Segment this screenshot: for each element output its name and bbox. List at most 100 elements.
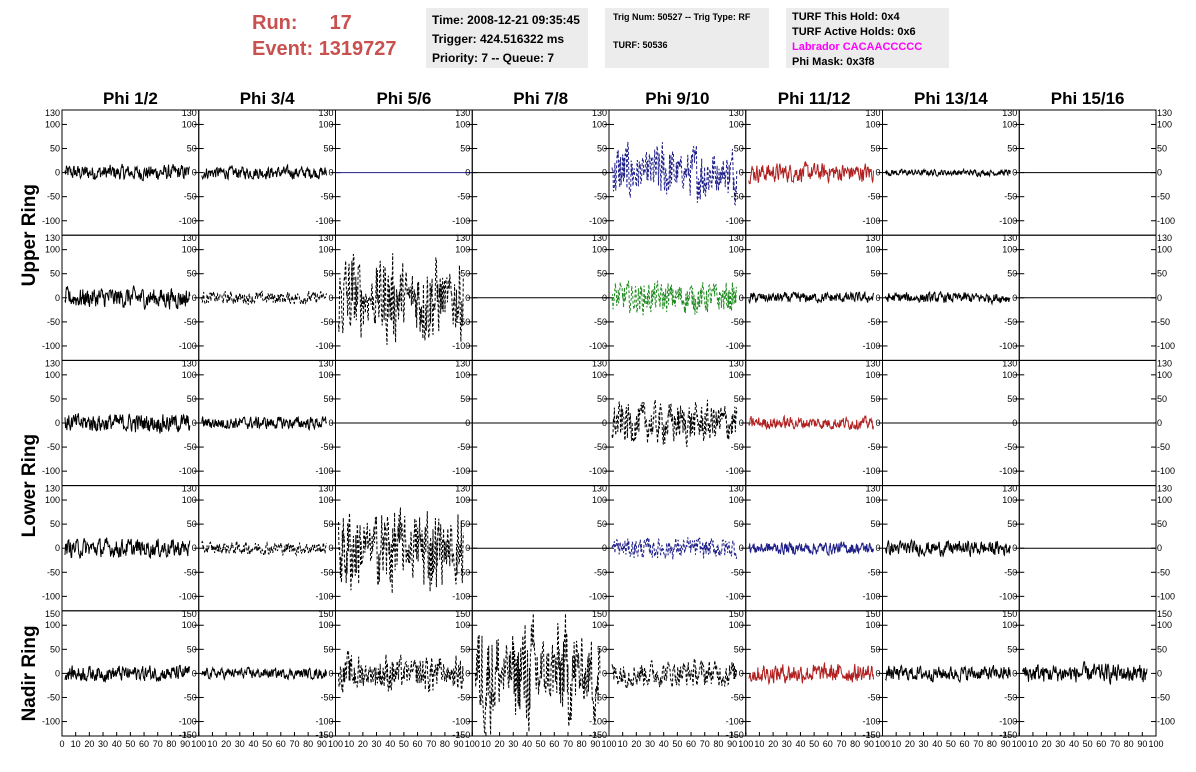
y-tick-label: 0	[739, 543, 744, 553]
ring-label: Upper Ring	[19, 184, 40, 286]
y-tick-label: 100	[318, 119, 333, 129]
y-tick-label: -100	[726, 591, 744, 601]
x-tick-label: 10	[344, 739, 354, 749]
y-tick-label: 50	[597, 644, 607, 654]
turf-info-box: TURF This Hold: 0x4 TURF Active Holds: 0…	[786, 8, 949, 68]
y-tick-label: 100	[1157, 245, 1172, 255]
y-tick-label: 0	[1012, 293, 1017, 303]
waveform-trace	[611, 280, 738, 316]
y-tick-label: 100	[592, 620, 607, 630]
y-tick-label: 0	[192, 293, 197, 303]
y-tick-label: 0	[739, 168, 744, 178]
y-tick-label: 50	[870, 644, 880, 654]
y-tick-label: 100	[455, 620, 470, 630]
trigger-text: Trigger: 424.516322 ms	[432, 32, 565, 46]
x-tick-label: 90	[180, 739, 190, 749]
priority-text: Priority: 7 -- Queue: 7	[432, 51, 555, 65]
y-top-label: 130	[45, 358, 60, 368]
y-top-label: 130	[455, 108, 470, 118]
y-tick-label: -50	[731, 442, 744, 452]
y-tick-label: 50	[597, 269, 607, 279]
x-tick-label: 50	[536, 739, 546, 749]
x-tick-label: 10	[481, 739, 491, 749]
y-tick-label: 50	[870, 519, 880, 529]
y-tick-label: -50	[184, 567, 197, 577]
y-tick-label: 50	[323, 269, 333, 279]
x-tick-label: 90	[317, 739, 327, 749]
y-tick-label: 0	[465, 668, 470, 678]
x-tick-label: 20	[1042, 739, 1052, 749]
y-tick-label: -100	[315, 591, 333, 601]
y-top-label: 130	[455, 358, 470, 368]
y-tick-label: 50	[50, 144, 60, 154]
y-tick-label: 100	[592, 119, 607, 129]
y-tick-label: 0	[192, 668, 197, 678]
y-tick-label: 0	[1012, 168, 1017, 178]
x-tick-label: 80	[1124, 739, 1134, 749]
y-tick-label: -50	[594, 692, 607, 702]
y-tick-label: 100	[182, 620, 197, 630]
y-tick-label: -50	[457, 442, 470, 452]
event-row: Event: 1319727	[252, 36, 397, 62]
y-tick-label: -100	[999, 591, 1017, 601]
y-tick-label: 50	[460, 144, 470, 154]
y-tick-label: -50	[1157, 442, 1170, 452]
y-tick-label: -100	[42, 341, 60, 351]
y-tick-label: 50	[187, 519, 197, 529]
waveform-trace	[64, 163, 190, 182]
x-tick-label: 80	[577, 739, 587, 749]
y-top-label: 130	[1002, 233, 1017, 243]
waveform-trace	[201, 415, 327, 432]
y-tick-label: 100	[1002, 245, 1017, 255]
y-tick-label: -100	[179, 466, 197, 476]
y-top-label: 130	[865, 358, 880, 368]
x-tick-label: 20	[358, 739, 368, 749]
column-header: Phi 11/12	[778, 89, 851, 108]
y-tick-label: -100	[589, 466, 607, 476]
y-tick-label: -50	[594, 442, 607, 452]
waveform-trace	[201, 666, 327, 681]
waveform-trace	[1021, 660, 1148, 685]
x-tick-label: 70	[836, 739, 846, 749]
y-tick-label: -50	[184, 192, 197, 202]
y-tick-label: 0	[875, 168, 880, 178]
y-tick-label: 50	[1007, 269, 1017, 279]
y-tick-label: -50	[1004, 317, 1017, 327]
x-tick-label: 30	[372, 739, 382, 749]
x-tick-label: 90	[1001, 739, 1011, 749]
y-tick-label: 100	[45, 119, 60, 129]
waveform-trace	[201, 540, 327, 557]
y-tick-label: 50	[1157, 269, 1167, 279]
y-top-label: 130	[1157, 108, 1172, 118]
y-tick-label: 0	[328, 168, 333, 178]
x-tick-label: 60	[549, 739, 559, 749]
y-tick-label: 0	[328, 418, 333, 428]
y-tick-label: -100	[179, 717, 197, 727]
y-top-label: 150	[455, 609, 470, 619]
y-top-label: 130	[729, 484, 744, 494]
y-top-label: 130	[455, 484, 470, 494]
y-top-label: 150	[865, 609, 880, 619]
y-tick-label: 0	[1157, 168, 1162, 178]
waveform-trace	[611, 658, 738, 689]
y-tick-label: 50	[323, 144, 333, 154]
trigger-info-box: Trig Num: 50527 -- Trig Type: RF TURF: 5…	[605, 8, 769, 68]
x-tick-label: 70	[1110, 739, 1120, 749]
y-tick-label: -100	[315, 717, 333, 727]
y-tick-label: 100	[729, 620, 744, 630]
x-tick-label: 40	[385, 739, 395, 749]
y-tick-label: 100	[1002, 620, 1017, 630]
y-tick-label: 100	[182, 119, 197, 129]
y-tick-label: -100	[315, 466, 333, 476]
y-tick-label: -100	[862, 591, 880, 601]
y-tick-label: 0	[55, 168, 60, 178]
y-tick-label: 100	[592, 495, 607, 505]
y-top-label: 130	[729, 358, 744, 368]
event-value: 1319727	[318, 38, 397, 60]
waveform-trace	[611, 536, 738, 560]
waveform-trace	[64, 413, 191, 434]
y-top-label: 150	[592, 609, 607, 619]
y-tick-label: 0	[1157, 543, 1162, 553]
y-tick-label: -100	[999, 717, 1017, 727]
y-tick-label: 0	[465, 543, 470, 553]
